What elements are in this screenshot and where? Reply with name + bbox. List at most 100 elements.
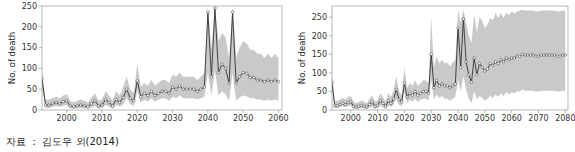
point [564, 54, 567, 57]
point [467, 73, 470, 76]
y-tick [39, 26, 42, 27]
point [521, 53, 524, 56]
point [347, 101, 350, 104]
point [72, 105, 75, 108]
y-tick [329, 72, 332, 73]
x-tick-label: 2050 [233, 114, 253, 123]
point [486, 68, 489, 71]
point [443, 85, 446, 88]
x-tick [538, 110, 539, 113]
point [441, 83, 444, 86]
plot-area [42, 6, 280, 109]
point [451, 85, 454, 88]
y-tick-label: 200 [22, 23, 37, 32]
point [559, 55, 562, 58]
point [97, 105, 100, 108]
point [83, 105, 86, 108]
plot-frame [42, 6, 282, 110]
point [175, 88, 178, 91]
point [267, 79, 270, 82]
point [414, 90, 417, 93]
point [101, 104, 104, 107]
point [185, 88, 188, 91]
point [561, 54, 564, 57]
plot-frame [332, 6, 568, 110]
x-tick [207, 110, 208, 113]
point [376, 104, 379, 107]
point [510, 57, 513, 60]
point [143, 92, 146, 95]
point [111, 105, 114, 108]
point [395, 88, 398, 91]
x-tick [350, 110, 351, 113]
y-tick-label: 100 [312, 69, 327, 78]
y-tick-label: 50 [27, 85, 37, 94]
point [249, 76, 252, 79]
point [417, 94, 420, 97]
point [161, 90, 164, 93]
y-tick [39, 68, 42, 69]
point [532, 54, 535, 57]
point [87, 105, 90, 108]
y-axis-label: No. of death [297, 32, 307, 84]
y-tick [329, 35, 332, 36]
y-tick [39, 89, 42, 90]
point [446, 85, 449, 88]
point [481, 66, 484, 69]
point [164, 90, 167, 93]
point [333, 104, 336, 107]
point [118, 101, 121, 104]
point [513, 57, 516, 60]
point [473, 57, 476, 60]
point [462, 18, 465, 21]
point [277, 80, 280, 83]
y-tick [329, 17, 332, 18]
point [500, 59, 503, 62]
y-tick [329, 110, 332, 111]
point [535, 55, 538, 58]
point [192, 88, 195, 91]
point [125, 88, 128, 91]
point [403, 82, 406, 85]
point [104, 98, 107, 101]
point [147, 94, 150, 97]
x-tick-label: 2070 [528, 114, 548, 123]
point [256, 79, 259, 82]
point [200, 88, 203, 91]
x-tick [137, 110, 138, 113]
point [502, 60, 505, 63]
x-tick-label: 2080 [555, 114, 575, 123]
point [242, 71, 245, 74]
point [48, 104, 51, 107]
point [44, 104, 47, 107]
plot-area [332, 10, 567, 109]
point [341, 102, 344, 105]
point [553, 54, 556, 57]
point [358, 105, 361, 108]
point [524, 54, 527, 57]
point [492, 64, 495, 67]
y-tick-label: 100 [22, 64, 37, 73]
point [224, 67, 227, 70]
point [374, 105, 377, 108]
point [157, 92, 160, 95]
point [132, 100, 135, 103]
point [438, 85, 441, 88]
point [387, 99, 390, 102]
panel: 2000201020202030204020502060050100150200… [7, 2, 289, 123]
panel: 2000201020202030204020502060207020800501… [297, 6, 575, 123]
point [210, 75, 213, 78]
point [411, 94, 414, 97]
point [189, 88, 192, 91]
y-tick-label: 0 [32, 106, 37, 115]
point [465, 60, 468, 63]
point [260, 79, 263, 82]
point [360, 104, 363, 107]
y-tick [329, 54, 332, 55]
point [459, 66, 462, 69]
x-tick [243, 110, 244, 113]
point [154, 94, 157, 97]
point [478, 62, 481, 65]
point [270, 80, 273, 83]
x-tick-label: 2030 [162, 114, 182, 123]
